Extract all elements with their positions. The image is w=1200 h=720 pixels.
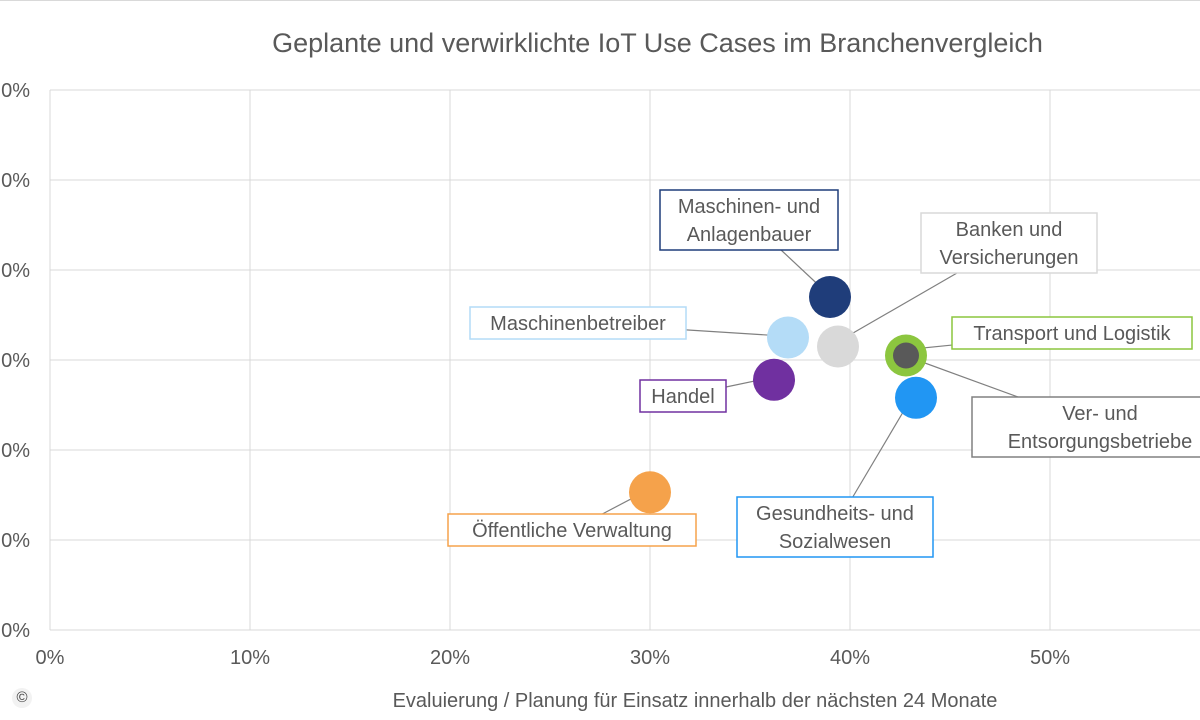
data-label: Maschinen- und	[678, 196, 820, 218]
data-label-box	[971, 396, 1200, 458]
y-tick-label: 0%	[1, 440, 30, 462]
data-label: Ver- und	[1062, 403, 1138, 425]
y-tick-label: 0%	[1, 530, 30, 552]
data-label: Banken und	[956, 219, 1063, 241]
scatter-point	[809, 276, 851, 318]
scatter-point	[893, 342, 919, 369]
data-label: Anlagenbauer	[687, 224, 812, 246]
data-label: Sozialwesen	[779, 531, 891, 553]
data-label: Gesundheits- und	[756, 503, 914, 525]
data-label-box	[447, 513, 697, 547]
y-tick-label: 0%	[1, 350, 30, 372]
data-label-box	[639, 379, 727, 413]
copyright-icon: ©	[12, 688, 32, 708]
data-label: Handel	[651, 386, 714, 408]
x-axis-title: Evaluierung / Planung für Einsatz innerh…	[392, 690, 998, 712]
scatter-point	[817, 325, 859, 368]
leader-line	[852, 396, 913, 498]
y-tick-label: 0%	[1, 620, 30, 642]
data-label: Versicherungen	[940, 247, 1079, 269]
scatter-point	[753, 358, 795, 401]
scatter-point	[629, 471, 671, 514]
x-tick-label: 0%	[36, 647, 65, 669]
leader-line	[685, 329, 784, 337]
leader-line	[833, 272, 958, 345]
scatter-point	[895, 376, 937, 419]
data-label-box	[951, 316, 1193, 350]
y-tick-label: 0%	[1, 80, 30, 102]
data-label: Entsorgungsbetriebe	[1008, 431, 1193, 453]
y-tick-label: 0%	[1, 260, 30, 282]
x-tick-label: 40%	[830, 647, 870, 669]
data-label: Maschinenbetreiber	[490, 313, 666, 335]
y-tick-label: 0%	[1, 170, 30, 192]
data-label-box	[659, 189, 839, 251]
x-tick-label: 30%	[630, 647, 670, 669]
data-label-box	[469, 306, 687, 340]
x-tick-label: 20%	[430, 647, 470, 669]
data-label-box	[920, 212, 1098, 274]
scatter-point	[767, 316, 809, 359]
chart-title: Geplante und verwirklichte IoT Use Cases…	[272, 28, 1043, 58]
x-tick-label: 10%	[230, 647, 270, 669]
data-label: Öffentliche Verwaltung	[472, 520, 672, 542]
x-tick-label: 50%	[1030, 647, 1070, 669]
data-label: Transport und Logistik	[973, 323, 1171, 345]
data-label-box	[736, 496, 934, 558]
